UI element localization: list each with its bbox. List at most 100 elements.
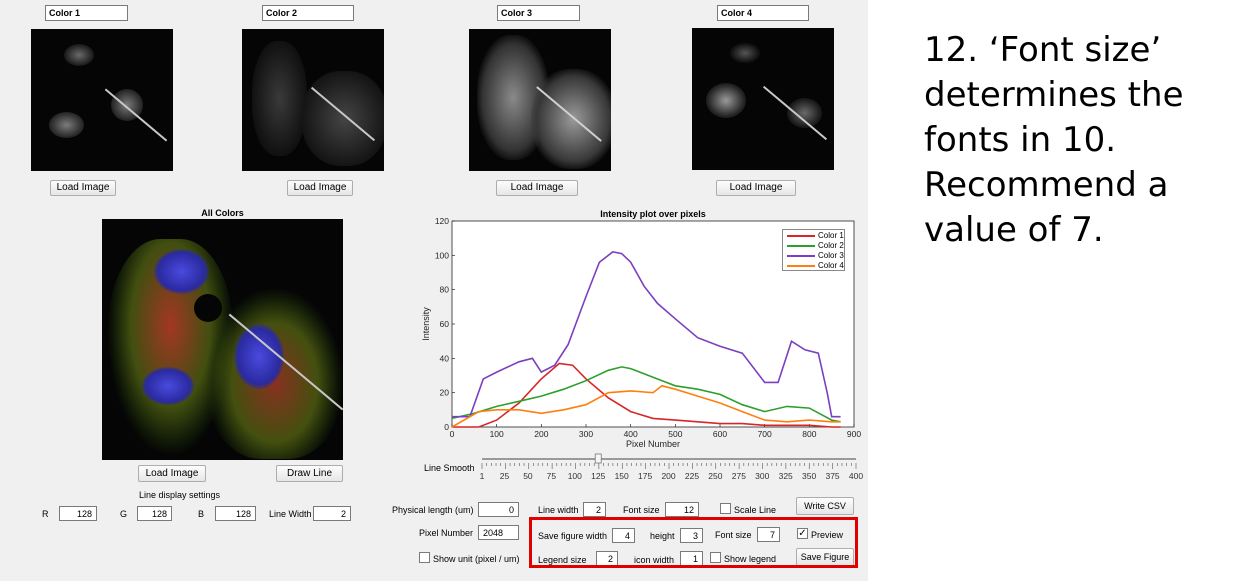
font-size-label: Font size <box>623 505 660 515</box>
annotation-text: 12. ‘Font size’ determines the fonts in … <box>924 30 1184 250</box>
save-font-size-input[interactable] <box>757 527 780 542</box>
b-label: B <box>198 509 205 519</box>
y-tick-label: 60 <box>440 319 450 329</box>
y-tick-label: 40 <box>440 353 450 363</box>
save-width-input[interactable] <box>612 528 635 543</box>
slider-tick-label: 100 <box>568 471 582 481</box>
line-smooth-slider[interactable]: 1 25 50 75 100 125 150 175 200 225 250 275 300 325 350… <box>476 450 866 484</box>
height-input[interactable] <box>680 528 703 543</box>
line-width-plot-input[interactable] <box>583 502 606 517</box>
legend-label: Color 1 <box>818 231 844 240</box>
legend-swatch <box>787 265 815 267</box>
slider-tick-label: 25 <box>500 471 510 481</box>
slider-tick-label: 300 <box>755 471 769 481</box>
physical-length-input[interactable] <box>478 502 519 517</box>
plot-title: Intensity plot over pixels <box>600 209 706 219</box>
y-tick-label: 20 <box>440 388 450 398</box>
series-line-2 <box>451 366 841 423</box>
line-smooth-label: Line Smooth <box>424 463 475 473</box>
color4-load-button[interactable]: Load Image <box>716 180 796 196</box>
legend-swatch <box>787 235 815 237</box>
write-csv-button[interactable]: Write CSV <box>796 497 854 515</box>
r-label: R <box>42 509 49 519</box>
color1-load-button[interactable]: Load Image <box>50 180 116 196</box>
x-tick-label: 700 <box>758 429 772 439</box>
slider-tick-label: 200 <box>661 471 675 481</box>
x-tick-label: 500 <box>668 429 682 439</box>
series-line-4 <box>451 384 841 428</box>
legend-entry: Color 2 <box>785 241 845 251</box>
x-tick-label: 0 <box>450 429 455 439</box>
line-display-heading: Line display settings <box>139 490 221 500</box>
legend-label: Color 4 <box>818 261 844 270</box>
font-size-input[interactable] <box>665 502 699 517</box>
merge-image <box>102 219 343 460</box>
show-unit-label: Show unit (pixel / um) <box>433 554 520 564</box>
pixel-number-label: Pixel Number <box>419 528 474 538</box>
b-input[interactable] <box>215 506 256 521</box>
legend-label: Color 3 <box>818 251 844 260</box>
slider-tick-label: 1 <box>480 471 485 481</box>
line-width-plot-label: Line width <box>538 505 579 515</box>
color2-image <box>242 29 384 171</box>
slider-thumb[interactable] <box>594 453 602 464</box>
g-label: G <box>120 509 128 519</box>
x-tick-label: 300 <box>579 429 593 439</box>
series-line-1 <box>452 362 841 428</box>
color3-image <box>469 29 611 171</box>
color1-image <box>31 29 173 171</box>
nucleus-blue <box>142 367 194 405</box>
show-legend-checkbox[interactable] <box>710 552 721 563</box>
y-tick-label: 120 <box>435 216 449 226</box>
legend-size-label: Legend size <box>538 555 587 565</box>
color4-title-field[interactable]: Color 4 <box>717 5 809 21</box>
color1-title-field[interactable]: Color 1 <box>45 5 128 21</box>
preview-checkbox[interactable]: ✓ <box>797 528 808 539</box>
x-tick-label: 900 <box>847 429 861 439</box>
height-label: height <box>650 531 675 541</box>
app-window: Color 1 Color 2 Color 3 Color 4 Load Ima… <box>0 0 868 581</box>
x-axis-label: Pixel Number <box>626 439 680 449</box>
merge-load-button[interactable]: Load Image <box>138 465 206 482</box>
legend-entry: Color 4 <box>785 261 845 271</box>
color3-title-field[interactable]: Color 3 <box>497 5 580 21</box>
slider-tick-label: 75 <box>547 471 557 481</box>
scale-line-checkbox[interactable] <box>720 503 731 514</box>
save-width-label: Save figure width <box>538 531 608 541</box>
nucleus-blue <box>234 324 284 389</box>
y-tick-label: 100 <box>435 250 449 260</box>
icon-width-label: icon width <box>634 555 675 565</box>
g-input[interactable] <box>137 506 172 521</box>
x-tick-label: 200 <box>534 429 548 439</box>
x-tick-label: 800 <box>802 429 816 439</box>
slider-tick-label: 275 <box>732 471 746 481</box>
slider-tick-label: 150 <box>615 471 629 481</box>
pixel-number-input[interactable] <box>478 525 519 540</box>
plot-legend: Color 1 Color 2 Color 3 Color 4 <box>782 229 845 271</box>
color3-load-button[interactable]: Load Image <box>496 180 578 196</box>
preview-label: Preview <box>811 530 844 540</box>
slider-tick-label: 175 <box>638 471 652 481</box>
x-tick-label: 400 <box>624 429 638 439</box>
show-legend-label: Show legend <box>724 554 777 564</box>
legend-size-input[interactable] <box>596 551 618 566</box>
r-input[interactable] <box>59 506 97 521</box>
show-unit-checkbox[interactable] <box>419 552 430 563</box>
slider-tick-label: 125 <box>591 471 605 481</box>
legend-swatch <box>787 245 815 247</box>
slider-tick-label: 250 <box>708 471 722 481</box>
line-width-label: Line Width <box>269 509 312 519</box>
line-width-input[interactable] <box>313 506 351 521</box>
y-tick-label: 80 <box>440 285 450 295</box>
nucleus-blue <box>154 249 209 294</box>
scale-line-label: Scale Line <box>734 505 777 515</box>
merge-title: All Colors <box>201 208 244 218</box>
slider-tick-label: 225 <box>685 471 699 481</box>
highlight-box <box>529 517 858 568</box>
draw-line-button[interactable]: Draw Line <box>276 465 343 482</box>
color4-image <box>692 28 834 170</box>
legend-entry: Color 3 <box>785 251 845 261</box>
slider-tick-label: 400 <box>849 471 863 481</box>
color2-title-field[interactable]: Color 2 <box>262 5 354 21</box>
color2-load-button[interactable]: Load Image <box>287 180 353 196</box>
